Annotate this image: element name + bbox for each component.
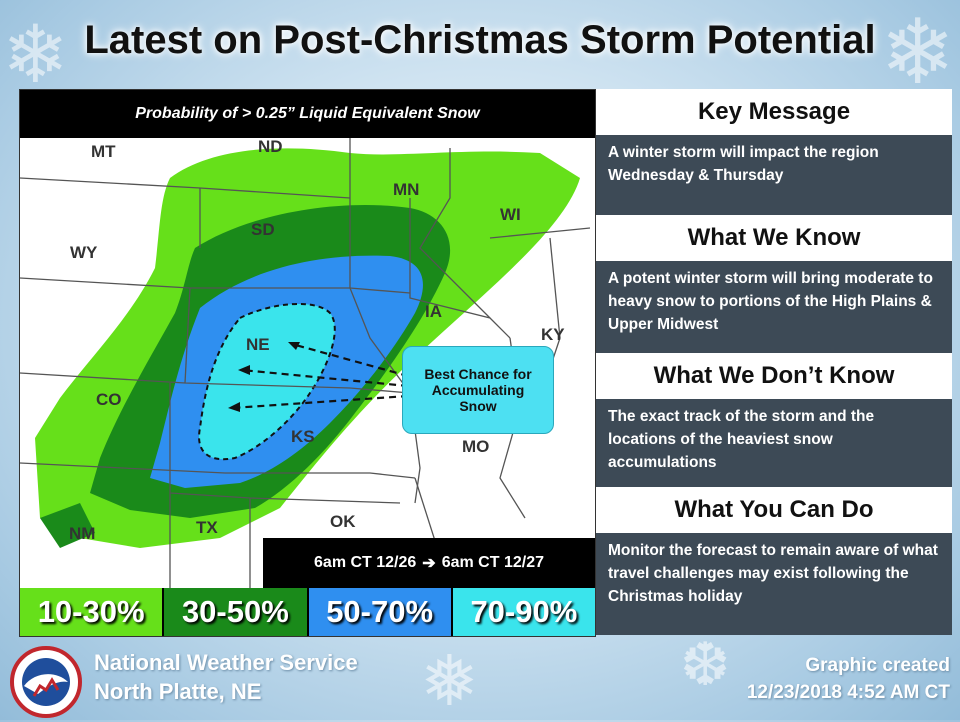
legend-70-90: 70-90% (452, 588, 595, 636)
state-label-wy: WY (70, 243, 98, 262)
map-header: Probability of > 0.25” Liquid Equivalent… (20, 90, 595, 138)
key-message-body: A winter storm will impact the region We… (596, 135, 952, 215)
prob-band-70-90 (199, 303, 335, 460)
state-label-tx: TX (196, 518, 218, 537)
valid-end: 6am CT 12/27 (441, 554, 544, 571)
office-location: North Platte, NE (94, 679, 262, 704)
arrowheads (228, 342, 300, 412)
state-label-wi: WI (500, 205, 521, 224)
state-label-ne: NE (246, 335, 270, 354)
graphic-created: Graphic created 12/23/2018 4:52 AM CT (747, 652, 950, 706)
callout-line: Accumulating (431, 382, 525, 398)
legend-10-30: 10-30% (20, 588, 165, 636)
state-label-mo: MO (462, 437, 490, 456)
message-panel: Key Message A winter storm will impact t… (596, 89, 952, 635)
what-we-dont-know-body: The exact track of the storm and the loc… (596, 399, 952, 487)
state-label-ok: OK (330, 512, 356, 531)
what-we-know-heading: What We Know (596, 215, 952, 261)
snowflake-decoration: ❆ (680, 630, 731, 700)
office-name: National Weather Service (94, 650, 358, 675)
snowflake-decoration: ❄ (2, 8, 70, 101)
state-label-co: CO (96, 390, 122, 409)
state-label-ky: KY (541, 325, 565, 344)
state-label-sd: SD (251, 220, 275, 239)
legend-50-70: 50-70% (308, 588, 453, 636)
prob-band-30-50 (40, 503, 95, 548)
probability-legend: 10-30% 30-50% 50-70% 70-90% (20, 588, 595, 636)
state-label-nd: ND (258, 137, 283, 156)
callout-line: Snow (459, 398, 497, 414)
state-label-mt: MT (91, 142, 116, 161)
arrow-icon: ➔ (422, 555, 436, 572)
snowflake-decoration: ❄ (880, 0, 956, 105)
state-label-ia: IA (425, 302, 442, 321)
snow-probability-map: Probability of > 0.25” Liquid Equivalent… (19, 89, 596, 637)
valid-period: 6am CT 12/26 ➔ 6am CT 12/27 (263, 538, 595, 588)
snowflake-decoration: ❅ (420, 640, 479, 722)
legend-30-50: 30-50% (164, 588, 309, 636)
created-label: Graphic created (805, 655, 950, 676)
best-chance-callout: Best Chance for Accumulating Snow (402, 346, 554, 434)
key-message-heading: Key Message (596, 89, 952, 135)
state-label-nm: NM (69, 524, 96, 543)
valid-start: 6am CT 12/26 (314, 554, 417, 571)
what-you-can-do-body: Monitor the forecast to remain aware of … (596, 533, 952, 635)
what-we-dont-know-heading: What We Don’t Know (596, 353, 952, 399)
nws-logo-icon (10, 646, 82, 718)
state-label-mn: MN (393, 180, 420, 199)
state-label-ks: KS (291, 427, 315, 446)
nws-office: National Weather Service North Platte, N… (94, 648, 358, 706)
what-you-can-do-heading: What You Can Do (596, 487, 952, 533)
what-we-know-body: A potent winter storm will bring moderat… (596, 261, 952, 353)
created-time: 12/23/2018 4:52 AM CT (746, 682, 950, 703)
page-title: Latest on Post-Christmas Storm Potential (84, 18, 876, 62)
callout-arrows (231, 342, 409, 410)
callout-line: Best Chance for (424, 366, 532, 382)
